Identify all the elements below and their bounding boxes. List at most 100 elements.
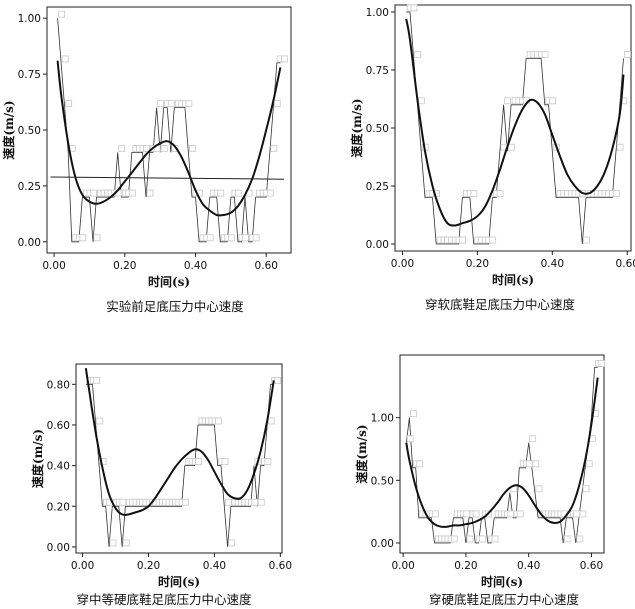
smooth-fit-curve: [84, 367, 275, 516]
raw-point-marker: [582, 485, 590, 493]
raw-point-marker: [128, 189, 136, 197]
raw-point-marker: [616, 143, 624, 151]
raw-series-line: [405, 367, 598, 544]
raw-point-marker: [585, 460, 593, 468]
x-tick-label: 0.60: [580, 560, 603, 572]
raw-point-marker: [507, 510, 515, 518]
raw-point-marker: [189, 144, 196, 152]
panel-0-caption: 实验前足底压力中心速度: [106, 299, 244, 314]
raw-point-marker: [470, 190, 478, 198]
raw-point-marker: [224, 498, 232, 506]
raw-point-marker: [416, 460, 424, 468]
raw-point-marker: [491, 535, 499, 543]
mean-line: [50, 176, 284, 180]
raw-point-marker: [206, 234, 214, 242]
raw-point-marker: [267, 417, 275, 425]
x-tick-label: 0.40: [541, 258, 564, 270]
panel-0-ylabel: 速度(m/s): [1, 100, 16, 159]
raw-point-marker: [273, 100, 281, 108]
panel-2-xlabel: 时间(s): [158, 574, 200, 589]
panel-soft-sole: 0.00 0.20 0.40 0.60 0.00 0.25 0.50 0.75 1.00 时间(…: [349, 4, 635, 312]
panel-2-caption: 穿中等硬底鞋足底压力中心速度: [76, 592, 252, 607]
x-tick-label: 0.20: [137, 560, 160, 572]
panel-0-xlabel: 时间(s): [148, 274, 190, 289]
raw-point-marker: [479, 535, 486, 543]
raw-point-marker: [431, 510, 439, 518]
x-tick-label: 0.40: [203, 560, 226, 572]
y-tick-label: 1.00: [371, 413, 394, 425]
panel-2-marks: 0.00 0.20 0.40 0.60 0.00 0.20 0.40 0.60 0.80: [47, 363, 292, 572]
raw-point-marker: [576, 535, 584, 543]
panel-3-ylabel: 速度(m/s): [354, 424, 369, 483]
raw-point-marker: [410, 4, 418, 12]
raw-point-marker: [195, 458, 203, 466]
raw-series-line: [85, 383, 274, 547]
raw-point-marker: [215, 417, 222, 425]
raw-point-marker: [143, 144, 150, 152]
raw-point-marker: [257, 498, 265, 506]
raw-point-marker: [463, 510, 471, 518]
x-tick-label: 0.00: [391, 560, 414, 572]
raw-point-marker: [280, 55, 288, 63]
raw-point-marker: [146, 189, 154, 197]
y-tick-label: 0.40: [47, 461, 70, 473]
raw-point-marker: [242, 234, 249, 242]
raw-point-marker: [118, 144, 126, 152]
raw-point-marker: [549, 97, 556, 105]
raw-point-marker: [251, 498, 259, 506]
raw-point-marker: [410, 410, 417, 418]
x-tick-label: 0.60: [255, 260, 278, 272]
panel-3-caption: 穿硬底鞋足底压力中心速度: [429, 592, 580, 607]
raw-point-marker: [93, 234, 101, 242]
raw-point-marker: [466, 535, 474, 543]
raw-point-marker: [79, 234, 87, 242]
raw-point-marker: [157, 100, 165, 108]
raw-point-marker: [160, 144, 168, 152]
raw-point-marker: [274, 376, 282, 384]
raw-point-marker: [252, 234, 260, 242]
x-tick-label: 0.60: [269, 560, 292, 572]
y-tick-label: 0.50: [18, 125, 41, 137]
raw-point-marker: [624, 50, 631, 58]
raw-point-marker: [119, 498, 127, 506]
y-tick-label: 0.25: [18, 181, 41, 193]
raw-point-marker: [459, 236, 467, 244]
raw-point-marker: [58, 10, 66, 18]
raw-point-marker: [489, 236, 497, 244]
y-tick-label: 0.60: [47, 420, 70, 432]
raw-point-marker: [541, 50, 549, 58]
raw-point-marker: [563, 535, 571, 543]
panel-before-experiment: 0.00 0.20 0.40 0.60 0.00 0.25 0.50 0.75 1.00 时间(…: [1, 6, 292, 314]
x-tick-label: 0.00: [71, 560, 94, 572]
x-tick-label: 0.00: [42, 260, 65, 272]
raw-point-marker: [532, 460, 540, 468]
raw-point-marker: [61, 55, 69, 63]
y-tick-label: 0.00: [47, 542, 70, 554]
panel-1-marks: 0.00 0.20 0.40 0.60 0.00 0.25 0.50 0.75 1.00: [366, 4, 635, 270]
x-tick-label: 0.20: [454, 560, 477, 572]
raw-point-marker: [450, 535, 458, 543]
raw-point-marker: [270, 144, 278, 152]
raw-point-marker: [504, 97, 512, 105]
y-tick-label: 0.25: [366, 181, 389, 193]
x-tick-label: 0.40: [517, 560, 540, 572]
raw-point-marker: [90, 189, 97, 197]
x-tick-label: 0.20: [113, 260, 136, 272]
raw-point-marker: [96, 417, 104, 425]
raw-series-line: [406, 11, 624, 245]
raw-point-marker: [93, 376, 100, 384]
raw-point-marker: [182, 498, 189, 506]
raw-point-marker: [526, 460, 533, 468]
raw-point-marker: [573, 510, 581, 518]
panel-2-ylabel: 速度(m/s): [30, 429, 45, 488]
y-tick-label: 0.00: [371, 538, 394, 550]
raw-point-marker: [228, 539, 236, 547]
raw-point-marker: [406, 435, 414, 443]
y-tick-label: 0.75: [366, 65, 389, 77]
y-tick-label: 0.50: [366, 123, 389, 135]
smooth-fit-curve: [56, 60, 282, 217]
raw-point-marker: [418, 97, 425, 105]
y-tick-label: 0.75: [18, 69, 41, 81]
panel-hard-sole: 0.00 0.20 0.40 0.60 0.00 0.50 1.00 时间(s) 速度(m/…: [354, 354, 606, 607]
panel-3-xlabel: 时间(s): [481, 574, 523, 589]
